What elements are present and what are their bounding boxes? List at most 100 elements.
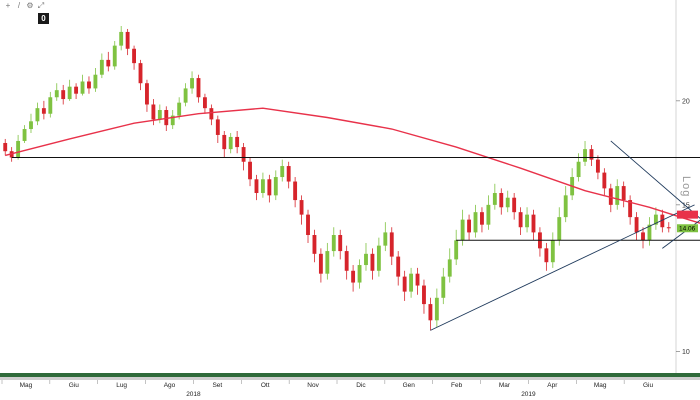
- candle-body: [196, 78, 201, 98]
- candle-body: [151, 104, 156, 120]
- ma-price-tag: [677, 210, 698, 219]
- candle-body: [119, 31, 124, 46]
- candle-body: [467, 219, 471, 233]
- candle-body: [312, 235, 317, 254]
- candle-body: [434, 297, 439, 321]
- month-label: Ago: [164, 382, 176, 389]
- candle-body: [157, 110, 162, 120]
- candle-body: [344, 251, 349, 271]
- month-label: Mag: [20, 382, 33, 389]
- candle-body: [267, 179, 272, 196]
- uptrend-line: [430, 204, 695, 331]
- candle-body: [544, 248, 549, 263]
- candle-body: [222, 134, 227, 150]
- candle-body: [383, 232, 388, 246]
- last-price-tag: [677, 224, 698, 233]
- candle-body: [183, 88, 188, 103]
- candle-body: [138, 63, 143, 84]
- candle-body: [112, 45, 117, 67]
- y-tick-label: 20: [682, 98, 690, 105]
- month-label: Giu: [643, 382, 654, 389]
- candle-body: [447, 259, 452, 277]
- candle-body: [512, 197, 517, 213]
- month-label: Apr: [547, 382, 558, 389]
- candle-body: [177, 102, 182, 116]
- candle-body: [499, 193, 504, 208]
- candle-body: [248, 161, 252, 180]
- candle-body: [480, 212, 484, 225]
- candle-body: [209, 108, 214, 120]
- candle-body: [338, 235, 343, 252]
- month-label: Gen: [403, 382, 416, 389]
- chart-toolbar: + / ⚙ ⤢: [4, 2, 45, 10]
- candle-body: [486, 204, 491, 225]
- candle-body: [357, 265, 362, 283]
- candle-body: [518, 212, 523, 228]
- expand-icon[interactable]: ⤢: [37, 1, 45, 10]
- candle-body: [351, 270, 356, 283]
- candle-body: [61, 90, 66, 100]
- candle-body: [125, 31, 130, 49]
- candle-body: [628, 200, 633, 218]
- settings-icon[interactable]: ⚙: [26, 1, 34, 10]
- candle-body: [634, 217, 639, 233]
- candle-body: [653, 214, 658, 225]
- candle-body: [376, 245, 381, 271]
- candle-body: [492, 193, 497, 205]
- candle-body: [550, 240, 555, 263]
- candle-body: [299, 200, 304, 215]
- candle-body: [454, 240, 459, 260]
- moving-average: [5, 107, 700, 224]
- candle-body: [666, 227, 671, 229]
- candle-body: [29, 121, 33, 130]
- moving-average-line: [5, 107, 700, 224]
- candle-body: [35, 108, 40, 122]
- draw-line-icon[interactable]: /: [17, 1, 21, 10]
- candle-body: [441, 276, 446, 298]
- candle-body: [48, 97, 53, 114]
- candle-body: [306, 214, 310, 236]
- candle-body: [402, 276, 407, 292]
- candle-body: [164, 110, 169, 126]
- plot-area: [0, 0, 676, 373]
- candle-body: [389, 232, 394, 257]
- zoom-in-icon[interactable]: +: [5, 1, 11, 10]
- log-scale-label[interactable]: Log: [680, 176, 692, 198]
- time-axis-strip: [0, 373, 700, 380]
- month-label: Feb: [451, 382, 463, 389]
- candle-body: [422, 285, 426, 305]
- counter-badge: 0: [38, 13, 49, 24]
- candle-body: [473, 212, 478, 233]
- candle-body: [428, 304, 433, 321]
- candle-body: [41, 108, 46, 114]
- candle-body: [16, 140, 21, 158]
- candle-body: [364, 253, 368, 266]
- candle-body: [170, 115, 175, 126]
- candle-body: [641, 232, 645, 241]
- candle-body: [87, 81, 91, 89]
- candle-body: [583, 149, 587, 162]
- year-label: 2018: [186, 391, 201, 398]
- time-strip-dark: [0, 373, 700, 377]
- candle-body: [531, 214, 536, 233]
- candle-body: [235, 136, 240, 148]
- candle-body: [505, 197, 510, 208]
- candle-body: [595, 159, 600, 173]
- candle-body: [318, 253, 323, 274]
- candle-body: [647, 224, 652, 241]
- candle-body: [370, 253, 375, 271]
- candle-body: [621, 186, 626, 201]
- candle-body: [286, 166, 291, 182]
- candle-body: [132, 48, 136, 64]
- candle-body: [396, 256, 401, 277]
- price-tags: 14.06: [677, 210, 698, 233]
- candle-body: [280, 166, 285, 178]
- candle-body: [99, 59, 104, 75]
- candle-body: [331, 235, 336, 252]
- y-tick-label: 10: [682, 349, 690, 356]
- month-label: Dic: [356, 382, 366, 389]
- month-label: Ott: [261, 382, 270, 389]
- candle-body: [241, 147, 246, 162]
- candle-body: [190, 78, 194, 89]
